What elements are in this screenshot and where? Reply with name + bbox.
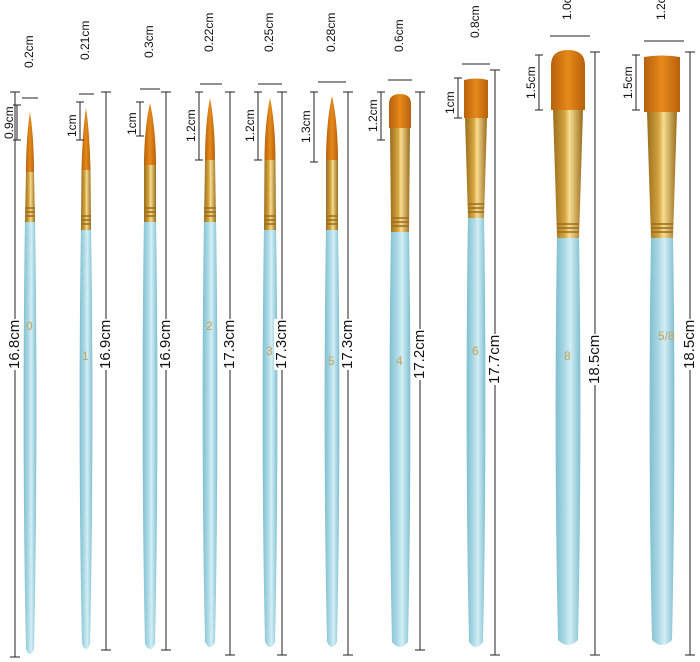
brush-bristles (389, 94, 411, 128)
brush-handle (202, 218, 218, 647)
brush-handle (466, 214, 486, 647)
brush-bristles (326, 96, 338, 160)
brush-bristles (81, 108, 91, 170)
brush-3 (142, 103, 158, 649)
brush-7 (389, 94, 411, 647)
brush-10 (644, 55, 680, 645)
brush-2 (79, 108, 93, 649)
brush-handle (324, 226, 340, 647)
brush-bristles (26, 112, 34, 172)
brush-9 (551, 50, 585, 645)
brush-handle (23, 218, 37, 654)
brush-ferrule (465, 118, 487, 218)
brush-handle (389, 228, 411, 647)
brush-1 (23, 112, 37, 654)
brush-ferrule (81, 170, 91, 230)
brush-ferrule (264, 160, 276, 230)
brush-handle (649, 234, 675, 645)
brush-ferrule (204, 160, 216, 222)
brush-bristles (551, 50, 585, 110)
brush-bristles (264, 98, 276, 160)
brush-ferrule (144, 165, 156, 222)
brush-ferrule (647, 112, 677, 238)
brush-ferrule (25, 172, 35, 222)
brush-bristles (144, 103, 156, 165)
brush-bristles (205, 98, 215, 160)
brush-handle (555, 234, 581, 645)
brush-ferrule (553, 110, 583, 238)
brush-handle (262, 226, 278, 647)
brush-6 (324, 96, 340, 647)
brush-4 (202, 98, 218, 647)
brush-ferrule (326, 160, 338, 230)
brush-handle (142, 218, 158, 649)
brush-5 (262, 98, 278, 647)
brush-handle (79, 226, 93, 649)
brush-bristles (644, 55, 680, 112)
brush-ferrule (390, 128, 410, 232)
brush-8 (464, 78, 488, 647)
brush-bristles (464, 78, 488, 118)
